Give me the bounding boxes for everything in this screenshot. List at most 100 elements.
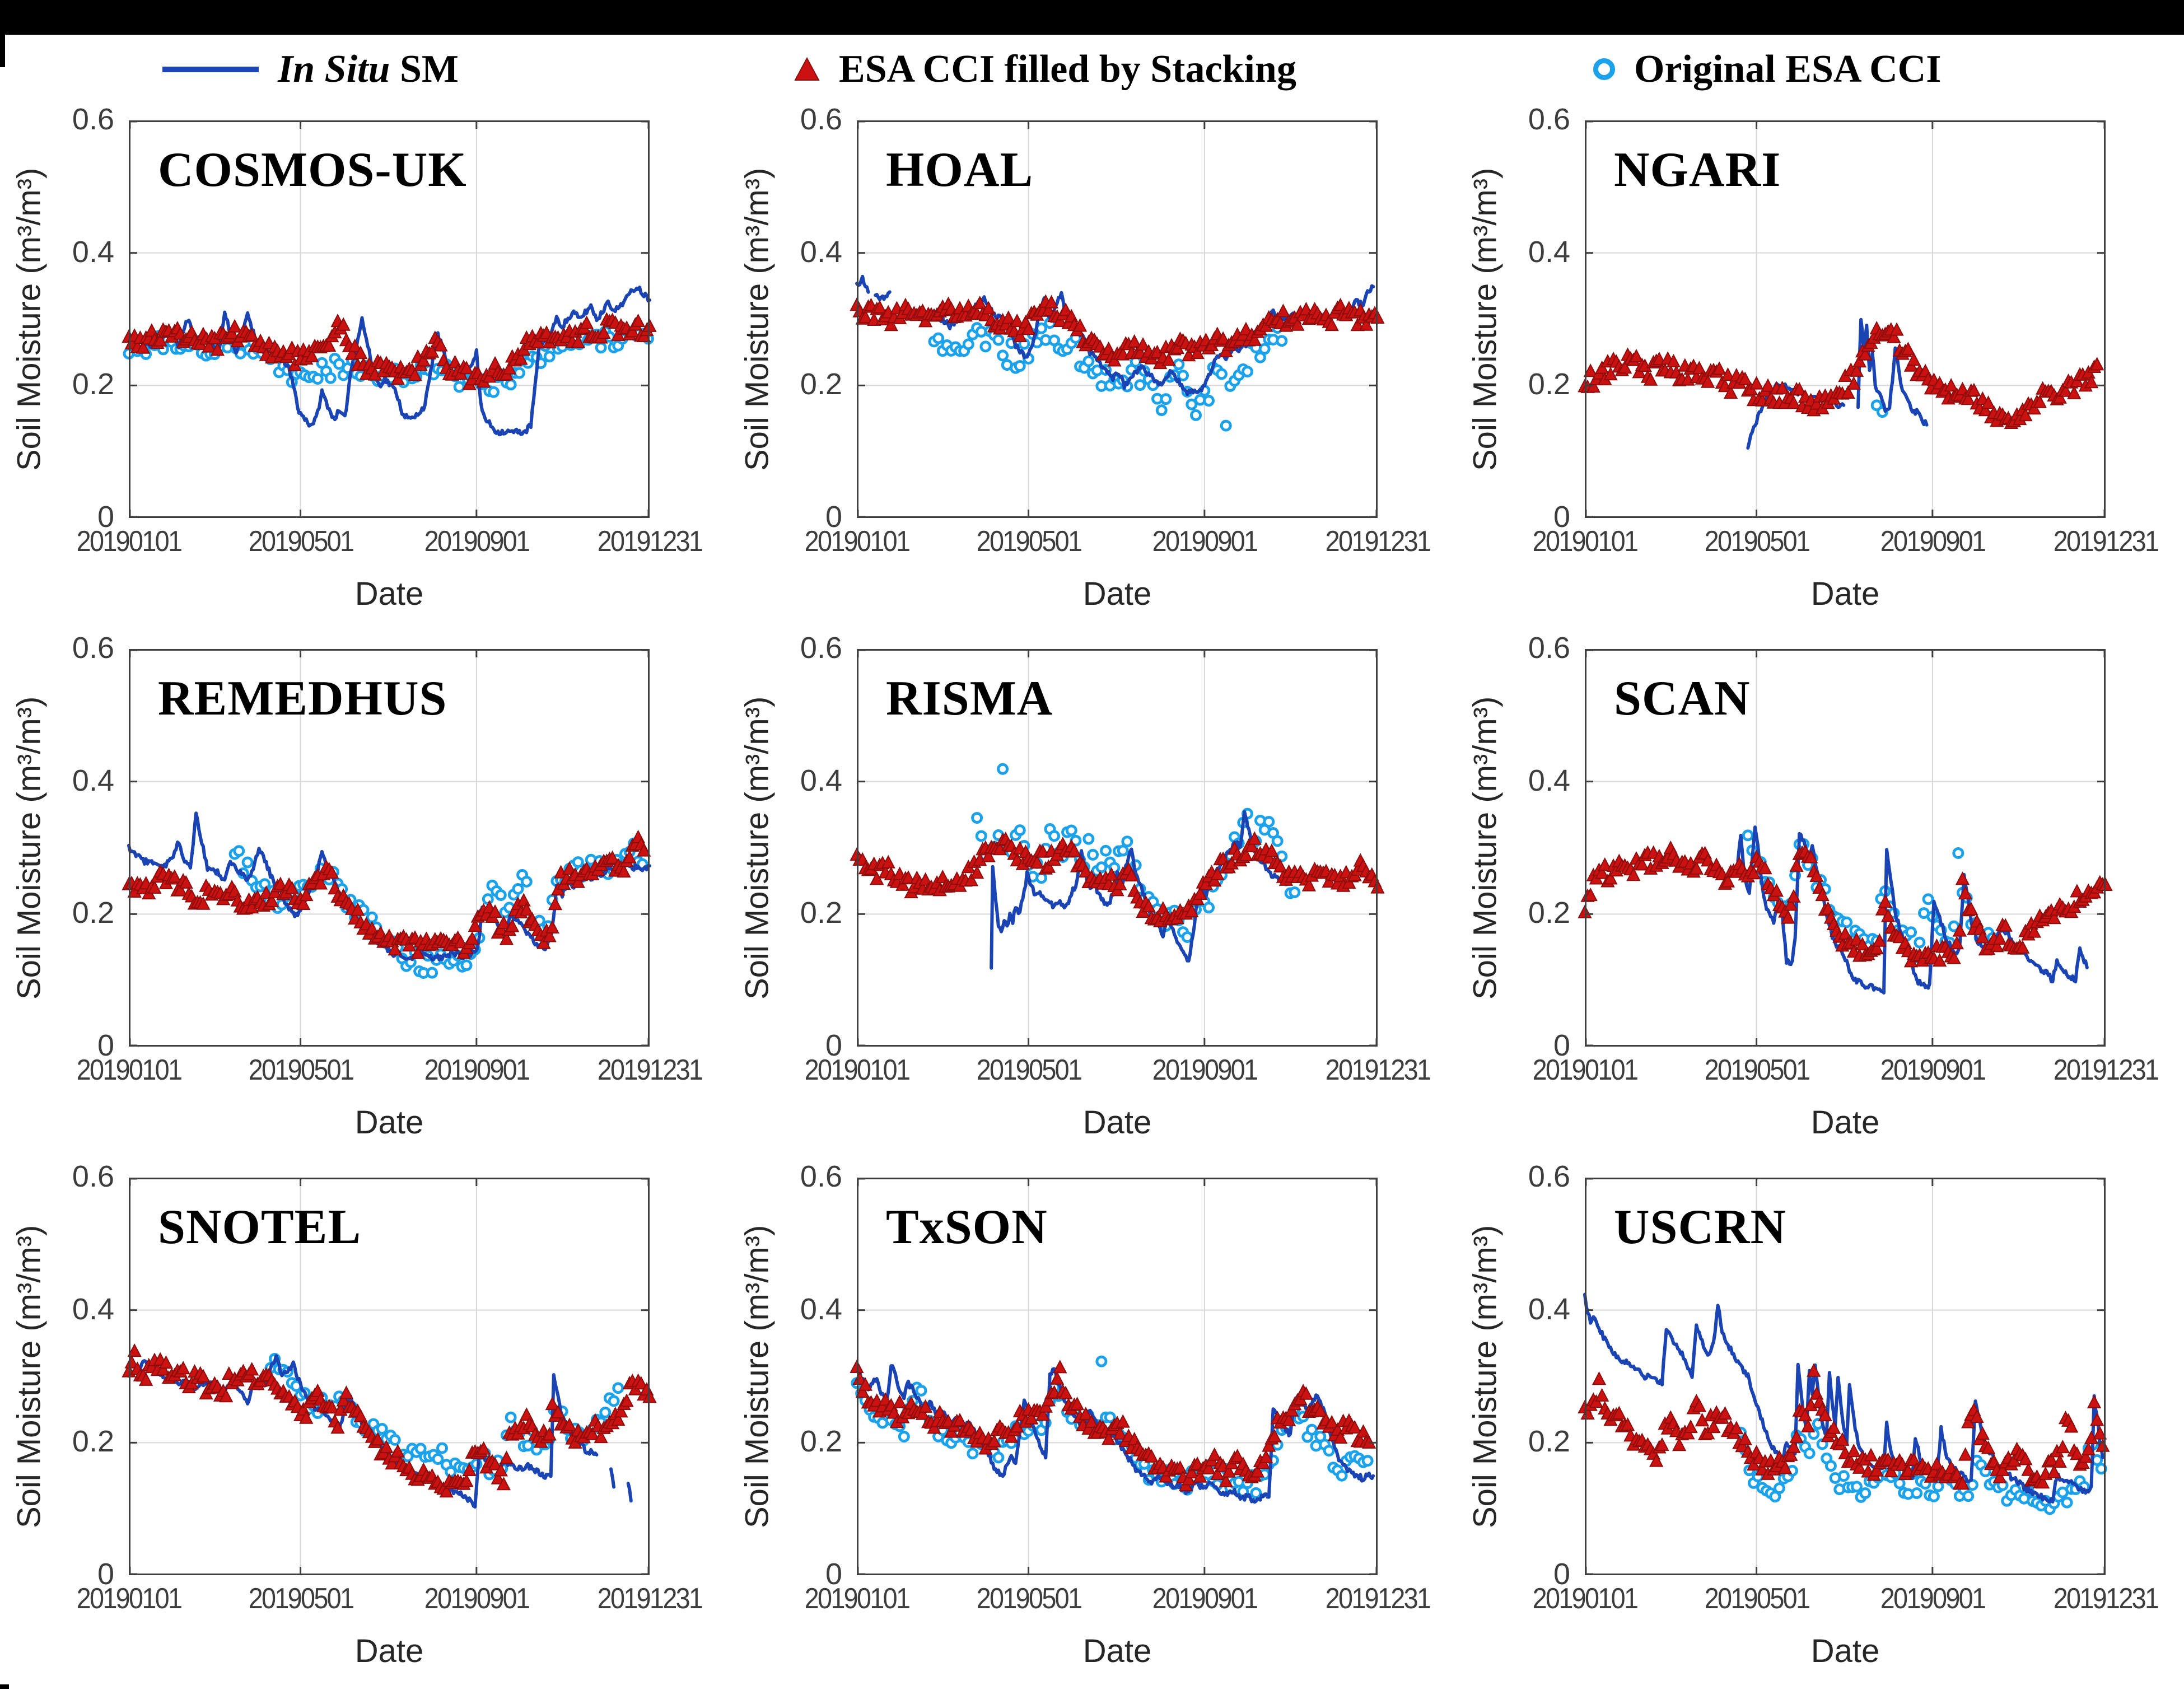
y-tick-label: 0.6: [1528, 102, 1570, 136]
x-tick-labels: 20190101 20190501 20190901 20191231: [805, 1582, 1431, 1619]
y-tick-label: 0.4: [1528, 1292, 1570, 1326]
panel-title: USCRN: [1614, 1200, 1787, 1254]
x-tick-label: 20190501: [248, 525, 354, 558]
plot-area: HOAL: [850, 120, 1385, 518]
x-tick-label: 20190901: [424, 1054, 530, 1086]
x-axis-label: Date: [354, 1633, 424, 1669]
stacking-triangle-series: [1578, 321, 2104, 429]
chart-svg: [122, 120, 657, 518]
y-tick-labels: 0 0.2 0.4 0.6: [1456, 631, 1575, 1062]
y-tick-labels: 0 0.2 0.4 0.6: [1456, 102, 1575, 534]
stacking-triangle-series: [850, 1359, 1376, 1492]
axes-box: [857, 120, 1378, 518]
panel-title: HOAL: [886, 143, 1034, 197]
x-tick-label: 20191231: [2053, 1054, 2159, 1086]
panel-grid: Soil Moisture (m³/m³) 0 0.2 0.4 0.6 COSMOS-…: [0, 102, 2184, 1690]
x-tick-label: 20190101: [804, 525, 911, 558]
x-tick-label: 20190501: [1704, 525, 1810, 558]
x-tick-labels: 20190101 20190501 20190901 20191231: [77, 1582, 703, 1619]
x-tick-labels: 20190101 20190501 20190901 20191231: [1533, 525, 2159, 562]
legend-item-stacking: ESA CCI filled by Stacking: [794, 35, 1296, 104]
insitu-line-series: [990, 810, 1286, 970]
x-tick-labels: 20190101 20190501 20190901 20191231: [805, 1053, 1431, 1090]
x-tick-labels: 20190101 20190501 20190901 20191231: [77, 1053, 703, 1090]
x-tick-label: 20190101: [804, 1054, 911, 1086]
x-tick-label: 20190501: [976, 1054, 1082, 1086]
circle-icon: [1593, 58, 1615, 80]
x-tick-label: 20190101: [76, 525, 183, 558]
x-tick-label: 20191231: [597, 1054, 703, 1086]
x-tick-label: 20191231: [2053, 525, 2159, 558]
x-tick-label: 20190901: [1880, 1054, 1986, 1086]
y-tick-label: 0: [97, 1557, 114, 1591]
y-tick-label: 0.2: [800, 1425, 842, 1459]
axes-box: [1585, 649, 2106, 1047]
axes-box: [857, 1178, 1378, 1575]
x-tick-label: 20190901: [424, 525, 530, 558]
y-tick-labels: 0 0.2 0.4 0.6: [728, 631, 847, 1062]
panel: Soil Moisture (m³/m³) 0 0.2 0.4 0.6 REMEDHU…: [0, 631, 728, 1161]
x-tick-label: 20191231: [597, 1582, 703, 1615]
axes-box: [1585, 1178, 2106, 1575]
legend-label-insitu: In Situ SM: [278, 47, 459, 91]
x-tick-label: 20190101: [76, 1582, 183, 1615]
x-tick-label: 20191231: [1325, 525, 1431, 558]
y-tick-label: 0.2: [800, 367, 842, 402]
plot-area: RISMA: [850, 649, 1385, 1047]
y-tick-label: 0.2: [1528, 896, 1570, 930]
x-tick-label: 20190101: [76, 1054, 183, 1086]
chart-svg: [850, 649, 1385, 1047]
x-tick-label: 20191231: [1325, 1054, 1431, 1086]
chart-svg: [1578, 649, 2113, 1047]
x-axis-label: Date: [1810, 1633, 1880, 1669]
x-tick-label: 20191231: [1325, 1582, 1431, 1615]
x-axis-label: Date: [1082, 1633, 1152, 1669]
window-corner-mark: [0, 1684, 9, 1689]
insitu-line-series: [1583, 1292, 2104, 1504]
x-axis-label: Date: [1082, 1104, 1152, 1141]
triangle-icon: [794, 57, 820, 81]
panel: Soil Moisture (m³/m³) 0 0.2 0.4 0.6 SCAN 20…: [1456, 631, 2184, 1161]
x-tick-labels: 20190101 20190501 20190901 20191231: [1533, 1582, 2159, 1619]
y-tick-label: 0: [825, 500, 842, 534]
panel-title: RISMA: [886, 671, 1053, 726]
x-axis-label: Date: [1082, 576, 1152, 612]
y-tick-label: 0.6: [1528, 1160, 1570, 1193]
x-tick-label: 20190501: [1704, 1054, 1810, 1086]
y-tick-labels: 0 0.2 0.4 0.6: [728, 1160, 847, 1591]
axes-box: [129, 120, 650, 518]
x-tick-label: 20190101: [1532, 1054, 1639, 1086]
panel: Soil Moisture (m³/m³) 0 0.2 0.4 0.6 COSMOS-…: [0, 102, 728, 632]
x-axis-label: Date: [354, 1104, 424, 1141]
x-tick-label: 20190901: [424, 1582, 530, 1615]
y-tick-labels: 0 0.2 0.4 0.6: [0, 631, 119, 1062]
y-tick-label: 0: [1553, 1557, 1570, 1591]
x-tick-label: 20190901: [1880, 525, 1986, 558]
y-tick-label: 0.6: [72, 1160, 114, 1193]
y-tick-label: 0.2: [1528, 367, 1570, 402]
y-tick-label: 0.4: [1528, 763, 1570, 797]
panel: Soil Moisture (m³/m³) 0 0.2 0.4 0.6 TxSON 2…: [728, 1160, 1456, 1689]
x-tick-label: 20191231: [2053, 1582, 2159, 1615]
plot-area: TxSON: [850, 1178, 1378, 1575]
line-swatch-icon: [162, 66, 259, 72]
plot-area: USCRN: [1578, 1178, 2110, 1575]
x-tick-label: 20190501: [1704, 1582, 1810, 1615]
y-tick-labels: 0 0.2 0.4 0.6: [1456, 1160, 1575, 1591]
x-axis-label: Date: [1810, 576, 1880, 612]
stacking-triangle-series: [1578, 1363, 2110, 1490]
stacking-triangle-series: [122, 312, 657, 390]
y-tick-label: 0.4: [72, 763, 114, 797]
y-tick-label: 0.4: [72, 1292, 114, 1326]
x-tick-labels: 20190101 20190501 20190901 20191231: [805, 525, 1431, 562]
plot-area: REMEDHUS: [122, 649, 651, 1047]
plot-area: NGARI: [1578, 120, 2106, 518]
y-tick-label: 0: [1553, 1029, 1570, 1062]
chart-svg: [1578, 120, 2106, 518]
chart-svg: [122, 649, 651, 1047]
insitu-line-series: [1746, 318, 1929, 450]
axes-box: [129, 649, 650, 1047]
x-tick-label: 20190901: [1152, 525, 1258, 558]
x-tick-labels: 20190101 20190501 20190901 20191231: [1533, 1053, 2159, 1090]
chart-svg: [850, 120, 1385, 518]
